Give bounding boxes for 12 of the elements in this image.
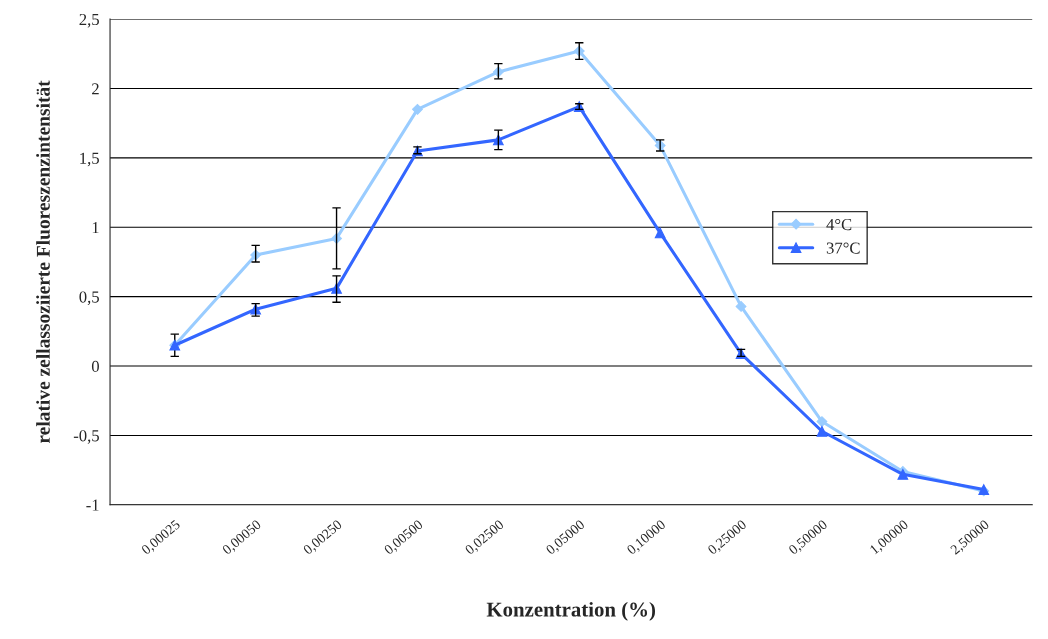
x-axis-title: Konzentration (%) [486, 601, 656, 621]
y-tick-label: 1 [92, 222, 99, 234]
y-tick-label: 2,5 [79, 13, 99, 28]
y-axis-title: relative zellassoziierte Fluoreszenzintensität [36, 80, 50, 444]
y-tick-label: -1 [86, 499, 99, 511]
legend-label: 37°C [826, 242, 860, 254]
y-tick-label: 1,5 [80, 152, 99, 167]
y-tick-label: 2 [92, 83, 99, 95]
legend-label: 4°C [826, 218, 852, 231]
y-tick-label: 0 [91, 360, 99, 372]
y-tick-label: -0,5 [73, 430, 99, 444]
y-tick-label: 0,5 [79, 291, 99, 306]
